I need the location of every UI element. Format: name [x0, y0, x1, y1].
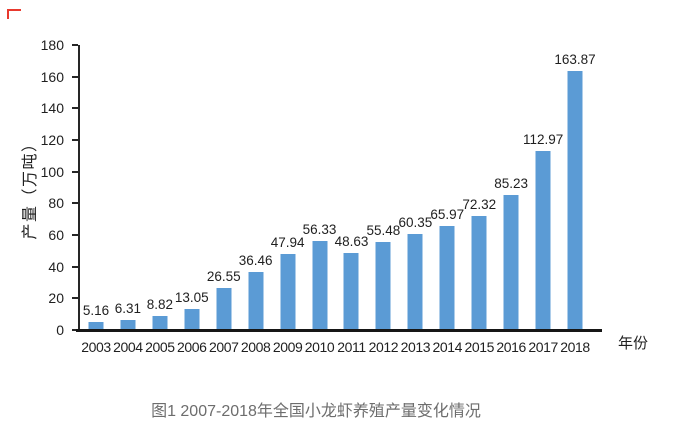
bar-2013 [407, 234, 423, 330]
y-tick-label: 60 [48, 227, 64, 243]
bar-2012 [375, 242, 391, 330]
bar-slot: 36.46 2008 [238, 45, 273, 355]
y-tick-label: 100 [40, 163, 64, 180]
bar-slot: 55.48 2012 [366, 45, 401, 355]
bar-value-label: 48.63 [334, 234, 369, 250]
bar-slot: 6.31 2004 [112, 45, 144, 355]
y-tick-label: 0 [56, 322, 64, 338]
x-tick-label: 2007 [208, 339, 239, 355]
x-axis-title: 年份 [618, 335, 649, 352]
y-tick-mark [72, 202, 78, 205]
x-axis-line [76, 329, 602, 332]
y-tick-mark [72, 107, 78, 110]
bar-slot: 112.97 2017 [523, 45, 563, 355]
figure-caption: 图1 2007-2018年全国小龙虾养殖产量变化情况 [151, 403, 481, 420]
bar-slot: 48.63 2011 [334, 45, 369, 355]
x-tick-label: 2018 [560, 339, 590, 355]
y-tick-label: 20 [48, 290, 64, 307]
bar-value-label: 47.94 [270, 235, 305, 251]
x-tick-label: 2006 [177, 339, 207, 355]
x-tick-label: 2003 [81, 339, 111, 355]
bar-value-label: 6.31 [114, 301, 142, 317]
bar-2014 [439, 225, 455, 330]
x-tick-label: 2004 [113, 339, 143, 355]
x-tick-label: 2015 [464, 339, 494, 355]
bar-slot: 13.05 2006 [174, 45, 209, 355]
bar-2015 [471, 215, 487, 330]
x-tick-label: 2014 [432, 339, 463, 355]
bar-value-label: 163.87 [554, 51, 596, 67]
bar-2005 [152, 316, 168, 330]
bar-slot: 65.97 2014 [430, 45, 465, 355]
y-tick-label: 140 [40, 100, 64, 117]
bar-slot: 72.32 2015 [462, 45, 497, 356]
x-tick-label: 2016 [496, 339, 526, 355]
bar-value-label: 65.97 [430, 206, 465, 222]
y-tick-label: 120 [40, 132, 64, 148]
y-tick-mark [72, 139, 78, 141]
bar-slot: 163.87 2018 [554, 45, 595, 355]
x-tick-label: 2008 [240, 339, 271, 355]
y-tick-mark [72, 265, 78, 268]
bar-value-label: 13.05 [174, 290, 209, 306]
bar-2007 [216, 287, 232, 330]
bar-value-label: 85.23 [494, 176, 529, 192]
bar-2016 [503, 195, 519, 330]
x-tick-label: 2005 [145, 339, 175, 355]
bar-value-label: 8.82 [146, 297, 173, 313]
x-tick-label: 2012 [368, 339, 399, 355]
bar-value-label: 26.55 [206, 268, 241, 284]
bar-value-label: 60.35 [398, 215, 433, 231]
y-tick-mark [72, 44, 78, 46]
y-tick-label: 160 [40, 68, 64, 85]
bar-slot: 60.35 2013 [398, 45, 433, 355]
bar-slot: 47.94 2009 [270, 45, 305, 355]
x-tick-label: 2009 [272, 339, 303, 355]
bar-value-label: 112.97 [522, 132, 564, 148]
bar-value-label: 72.32 [462, 196, 497, 212]
bar-value-label: 5.16 [82, 302, 110, 318]
bar-2003 [88, 321, 104, 330]
y-tick-mark [72, 234, 78, 236]
bar-slot: 85.23 2016 [494, 45, 529, 355]
x-tick-label: 2010 [304, 339, 335, 355]
bar-slot: 5.16 2003 [80, 45, 112, 355]
bar-2011 [343, 253, 359, 330]
bar-value-label: 56.33 [302, 221, 337, 237]
bar-2018 [567, 70, 583, 330]
y-tick-mark [72, 75, 78, 78]
x-tick-label: 2011 [337, 339, 366, 355]
bar-slot: 26.55 2007 [206, 45, 241, 355]
bar-slot: 8.82 2005 [144, 45, 176, 355]
bar-2017 [535, 151, 551, 330]
y-axis: 0 20 40 60 80 100 120 140 160 180 [0, 37, 78, 338]
bar-2008 [248, 272, 264, 330]
y-tick-label: 40 [48, 258, 64, 275]
plot-area: 5.16 2003 6.31 2004 8.82 2005 13.05 2006 26.55 20… [78, 45, 596, 356]
bar-2004 [120, 320, 136, 330]
x-tick-label: 2017 [528, 339, 558, 355]
x-tick-label: 2013 [400, 339, 431, 355]
bar-2006 [184, 309, 200, 330]
y-tick-mark [72, 170, 78, 173]
red-corner-mark [7, 9, 21, 19]
bar-value-label: 55.48 [366, 223, 401, 239]
bar-value-label: 36.46 [238, 253, 273, 269]
y-tick-label: 180 [40, 37, 64, 53]
y-tick-mark [72, 297, 78, 300]
bar-2009 [280, 254, 296, 330]
bar-slot: 56.33 2010 [302, 45, 337, 355]
y-tick-mark [72, 329, 78, 331]
bar-2010 [312, 240, 328, 330]
y-tick-label: 80 [48, 195, 64, 212]
